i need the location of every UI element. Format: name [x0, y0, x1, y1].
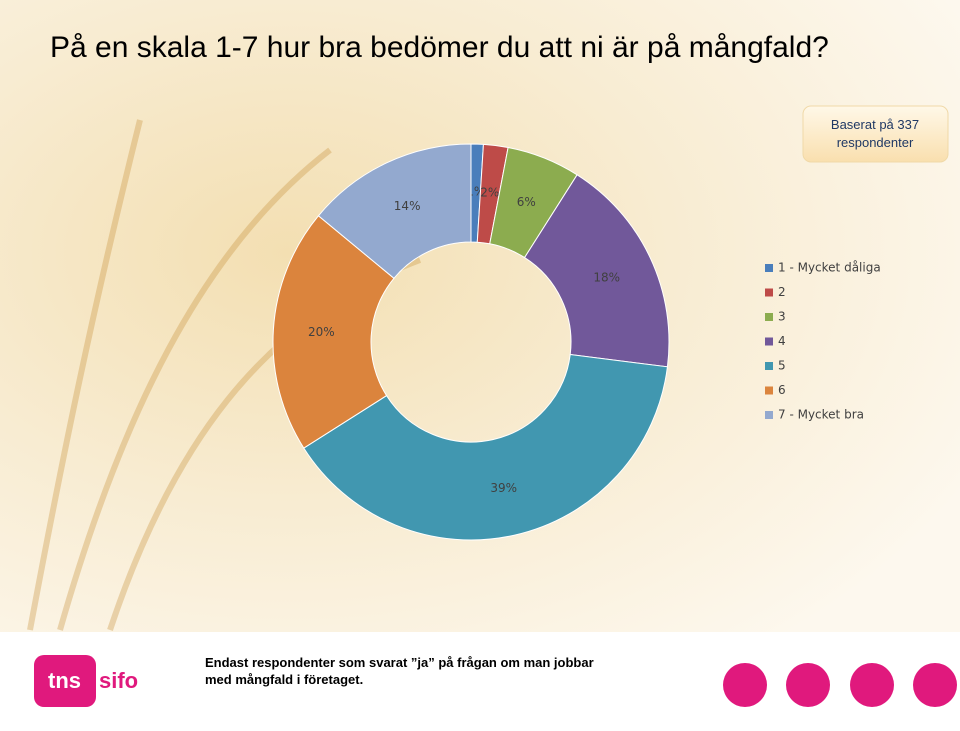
- legend-label: 2: [778, 285, 786, 299]
- data-label: 6%: [517, 195, 536, 209]
- data-label: 39%: [490, 481, 517, 495]
- legend-label: 4: [778, 334, 786, 348]
- logo-mark: [34, 655, 96, 707]
- callout-box: [802, 105, 949, 163]
- note: Endast respondenter som svarat ”ja” på f…: [205, 655, 594, 670]
- logo-text: sifo: [99, 668, 138, 693]
- note: med mångfald i företaget.: [205, 672, 363, 687]
- chart-title: På en skala 1-7 hur bra bedömer du att n…: [50, 31, 829, 64]
- legend-swatch: [765, 288, 773, 297]
- data-label: 2%: [480, 186, 499, 200]
- legend-label: 7 - Mycket bra: [778, 408, 864, 422]
- legend-swatch: [765, 313, 773, 321]
- legend-label: 3: [778, 310, 786, 324]
- slice: [272, 215, 395, 449]
- callout-text: Baserat på 337: [831, 117, 919, 132]
- silhouettes: [723, 663, 957, 707]
- legend-label: 5: [778, 359, 786, 373]
- data-label: 18%: [593, 271, 620, 285]
- legend-swatch: [765, 411, 773, 419]
- callout-text: respondenter: [837, 135, 914, 150]
- logo-text: tns: [48, 668, 81, 693]
- slice: [303, 353, 668, 541]
- slice: [317, 143, 472, 279]
- data-label: 20%: [308, 325, 335, 339]
- legend-swatch: [765, 386, 773, 395]
- data-label: 14%: [394, 199, 421, 213]
- legend-swatch: [765, 362, 773, 370]
- legend-label: 1 - Mycket dåliga: [778, 261, 881, 275]
- legend-swatch: [765, 337, 773, 346]
- legend-label: 6: [778, 383, 786, 397]
- legend-swatch: [765, 264, 773, 272]
- slice: [523, 174, 670, 368]
